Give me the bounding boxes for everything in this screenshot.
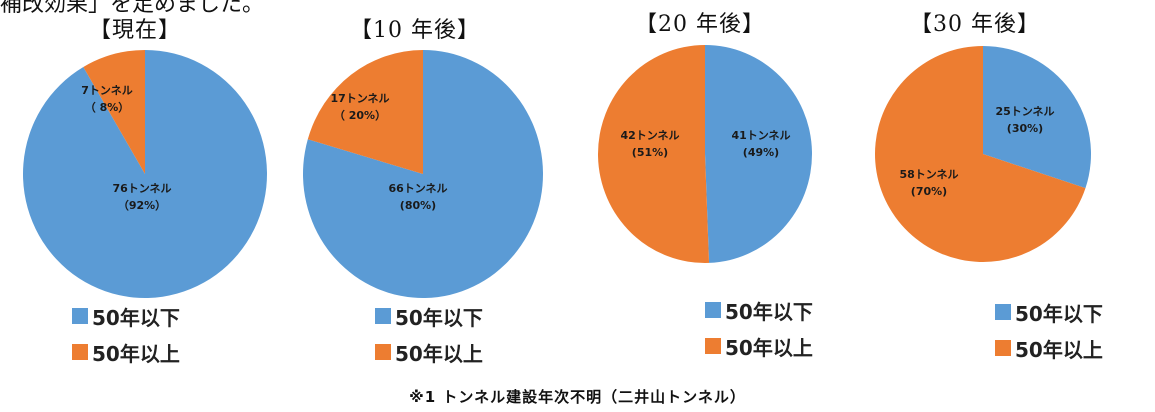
pie-slice-50-or-more xyxy=(83,50,145,174)
footnote: ※1 トンネル建設年次不明（二井山トンネル） xyxy=(409,388,746,406)
chart-title: 【現在】 xyxy=(88,18,181,43)
pie-slice-50-or-less xyxy=(22,50,267,298)
legend-swatch-blue xyxy=(995,304,1011,320)
pie-slice-50-or-less xyxy=(302,50,543,298)
legend-label: 50年以下 xyxy=(92,305,180,330)
legend-label: 50年以上 xyxy=(725,335,813,360)
legend-item-50-or-less: 50年以下 xyxy=(72,298,180,334)
slice-data-label: 66トンネル(80%) xyxy=(388,182,447,212)
legend-item-50-or-less: 50年以下 xyxy=(705,292,813,328)
legend-swatch-orange xyxy=(72,344,88,360)
legend-swatch-orange xyxy=(705,338,721,354)
slice-data-label: 17トンネル（ 20%） xyxy=(330,92,389,122)
legend: 50年以下 50年以上 xyxy=(705,292,813,364)
header-text-fragment: 補改効果」を足めました。 xyxy=(0,0,265,17)
legend-swatch-blue xyxy=(375,308,391,324)
legend-item-50-or-more: 50年以上 xyxy=(705,328,813,364)
pie-slice-50-or-more xyxy=(307,50,423,174)
legend-swatch-blue xyxy=(72,308,88,324)
pie-panel-30-years: 【30 年後】 25トンネル(30%) 58トンネル(70%) 50年以下 50年… xyxy=(860,0,1130,400)
legend-item-50-or-more: 50年以上 xyxy=(72,334,180,370)
pie-slice-50-or-less xyxy=(705,45,813,263)
chart-title: 【10 年後】 xyxy=(350,18,480,43)
legend: 50年以下 50年以上 xyxy=(72,298,180,370)
slice-data-label: 41トンネル(49%) xyxy=(731,129,790,159)
pie-chart-10-years: 66トンネル(80%) 17トンネル（ 20%） xyxy=(302,50,543,298)
legend: 50年以下 50年以上 xyxy=(995,294,1103,366)
pie-chart-30-years: 25トンネル(30%) 58トンネル(70%) xyxy=(875,46,1091,262)
legend-swatch-orange xyxy=(995,340,1011,356)
chart-title: 【20 年後】 xyxy=(635,12,765,37)
pie-panel-current: 【現在】 76トンネル（92%） 7トンネル（ 8%） 50年以下 50年以上 xyxy=(20,0,290,400)
slice-data-label: 76トンネル（92%） xyxy=(112,182,171,212)
slice-data-label: 25トンネル(30%) xyxy=(995,105,1054,135)
pie-slice-50-or-less xyxy=(983,46,1091,189)
chart-title: 【30 年後】 xyxy=(910,12,1040,37)
slice-data-label: 7トンネル（ 8%） xyxy=(81,84,132,114)
legend: 50年以下 50年以上 xyxy=(375,298,483,370)
legend-item-50-or-less: 50年以下 xyxy=(375,298,483,334)
legend-label: 50年以下 xyxy=(1015,301,1103,326)
legend-item-50-or-more: 50年以上 xyxy=(995,330,1103,366)
pie-chart-20-years: 41トンネル(49%) 42トンネル(51%) xyxy=(598,45,813,263)
legend-label: 50年以上 xyxy=(1015,337,1103,362)
legend-label: 50年以上 xyxy=(92,341,180,366)
pie-slice-50-or-more xyxy=(875,46,1086,262)
legend-label: 50年以上 xyxy=(395,341,483,366)
legend-item-50-or-less: 50年以下 xyxy=(995,294,1103,330)
slice-data-label: 58トンネル(70%) xyxy=(899,168,958,198)
legend-swatch-orange xyxy=(375,344,391,360)
pie-slice-50-or-more xyxy=(598,45,710,263)
slice-data-label: 42トンネル(51%) xyxy=(620,129,679,159)
pie-chart-current: 76トンネル（92%） 7トンネル（ 8%） xyxy=(22,50,267,298)
legend-swatch-blue xyxy=(705,302,721,318)
pie-panel-10-years: 【10 年後】 66トンネル(80%) 17トンネル（ 20%） 50年以下 50… xyxy=(300,0,570,400)
legend-label: 50年以下 xyxy=(725,299,813,324)
pie-panel-20-years: 【20 年後】 41トンネル(49%) 42トンネル(51%) 50年以下 50年… xyxy=(585,0,855,400)
legend-item-50-or-more: 50年以上 xyxy=(375,334,483,370)
legend-label: 50年以下 xyxy=(395,305,483,330)
